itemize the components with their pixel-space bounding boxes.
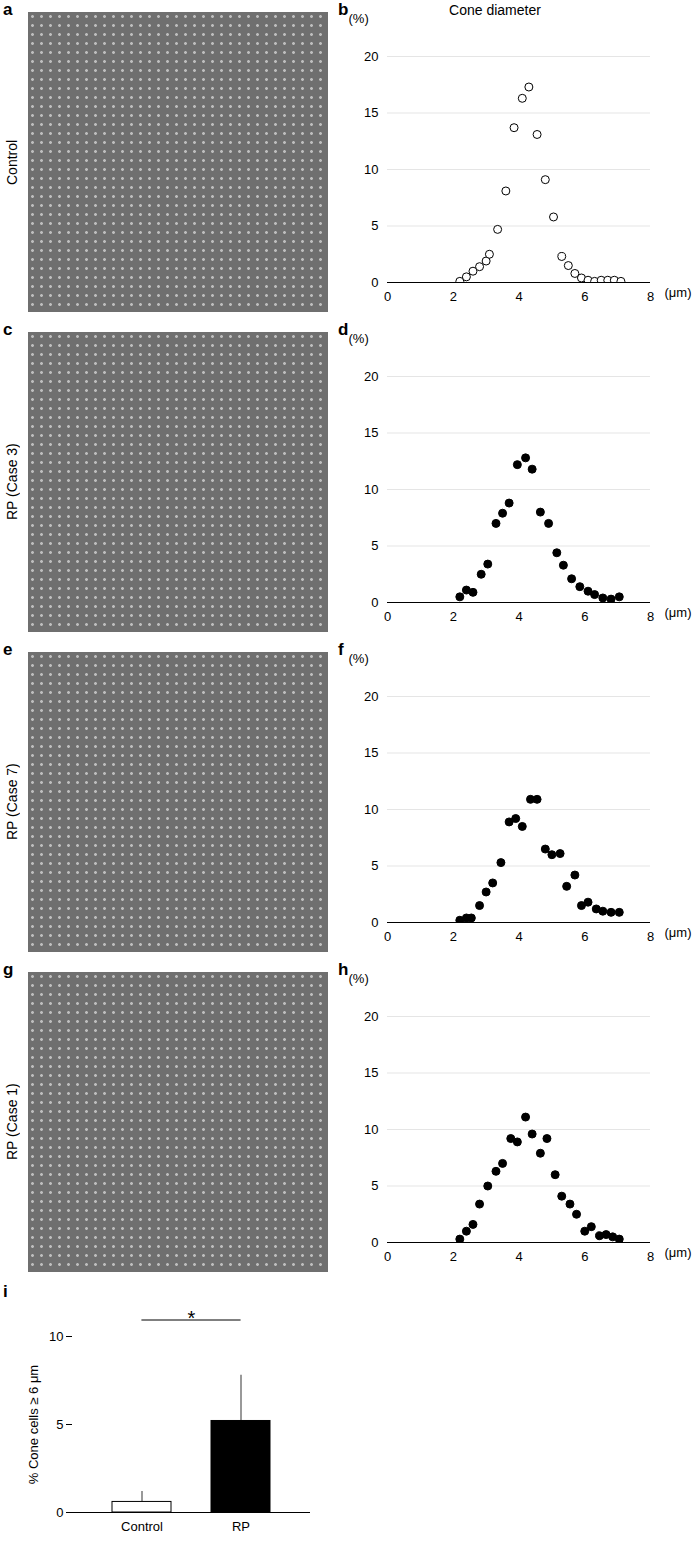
svg-text:% Cone cells ≥ 6 μm: % Cone cells ≥ 6 μm <box>26 1365 41 1484</box>
svg-text:5: 5 <box>371 538 378 553</box>
svg-text:10: 10 <box>49 1329 63 1344</box>
html-text:Control: Control <box>4 139 20 185</box>
svg-text:(μm): (μm) <box>665 605 692 620</box>
svg-text:15: 15 <box>364 745 378 760</box>
html-text:b: b <box>338 0 349 19</box>
svg-text:8: 8 <box>647 289 654 304</box>
svg-text:0: 0 <box>371 275 378 290</box>
svg-text:6: 6 <box>581 1249 588 1264</box>
svg-text:2: 2 <box>450 289 457 304</box>
svg-text:5: 5 <box>371 218 378 233</box>
svg-text:4: 4 <box>515 609 522 624</box>
svg-text:10: 10 <box>364 482 378 497</box>
svg-text:6: 6 <box>581 929 588 944</box>
html-text:d: d <box>338 320 349 339</box>
svg-text:0: 0 <box>371 915 378 930</box>
html-text:f: f <box>338 640 344 659</box>
html-text:RP (Case 1): RP (Case 1) <box>4 1083 20 1161</box>
svg-text:(%): (%) <box>349 971 369 986</box>
svg-text:15: 15 <box>364 105 378 120</box>
svg-text:6: 6 <box>581 609 588 624</box>
html-text:c: c <box>3 320 13 339</box>
html-text:a: a <box>3 0 13 19</box>
svg-text:0: 0 <box>371 595 378 610</box>
html-text:g: g <box>3 960 14 979</box>
svg-text:(%): (%) <box>349 11 369 26</box>
svg-text:20: 20 <box>364 689 378 704</box>
svg-text:2: 2 <box>450 929 457 944</box>
html-text:e: e <box>3 640 13 659</box>
svg-text:(μm): (μm) <box>665 1245 692 1260</box>
svg-text:5: 5 <box>371 1178 378 1193</box>
svg-text:6: 6 <box>581 289 588 304</box>
svg-text:0: 0 <box>384 929 391 944</box>
svg-text:(μm): (μm) <box>665 925 692 940</box>
svg-text:0: 0 <box>384 289 391 304</box>
svg-text:4: 4 <box>515 1249 522 1264</box>
html-text:i: i <box>3 1282 8 1301</box>
svg-text:0: 0 <box>384 609 391 624</box>
svg-text:8: 8 <box>647 1249 654 1264</box>
svg-text:8: 8 <box>647 609 654 624</box>
svg-text:(%): (%) <box>349 651 369 666</box>
svg-text:10: 10 <box>364 162 378 177</box>
svg-text:8: 8 <box>647 929 654 944</box>
html-text:RP (Case 7): RP (Case 7) <box>4 763 20 841</box>
svg-text:0: 0 <box>384 1249 391 1264</box>
svg-text:5: 5 <box>371 858 378 873</box>
html-text:h: h <box>338 960 349 979</box>
svg-text:10: 10 <box>364 1122 378 1137</box>
svg-text:0: 0 <box>371 1235 378 1250</box>
svg-text:20: 20 <box>364 49 378 64</box>
svg-text:0: 0 <box>56 1505 63 1520</box>
svg-text:*: * <box>188 1307 196 1329</box>
svg-text:4: 4 <box>515 289 522 304</box>
svg-text:(μm): (μm) <box>665 285 692 300</box>
svg-text:RP: RP <box>232 1519 250 1534</box>
svg-text:20: 20 <box>364 369 378 384</box>
html-text:Cone diameter: Cone diameter <box>449 2 541 18</box>
svg-text:15: 15 <box>364 1065 378 1080</box>
svg-text:2: 2 <box>450 609 457 624</box>
svg-text:Control: Control <box>121 1519 163 1534</box>
svg-text:(%): (%) <box>349 331 369 346</box>
svg-text:10: 10 <box>364 802 378 817</box>
html-text:RP (Case 3): RP (Case 3) <box>4 443 20 521</box>
svg-text:4: 4 <box>515 929 522 944</box>
svg-text:15: 15 <box>364 425 378 440</box>
svg-text:5: 5 <box>56 1417 63 1432</box>
svg-text:20: 20 <box>364 1009 378 1024</box>
svg-text:2: 2 <box>450 1249 457 1264</box>
